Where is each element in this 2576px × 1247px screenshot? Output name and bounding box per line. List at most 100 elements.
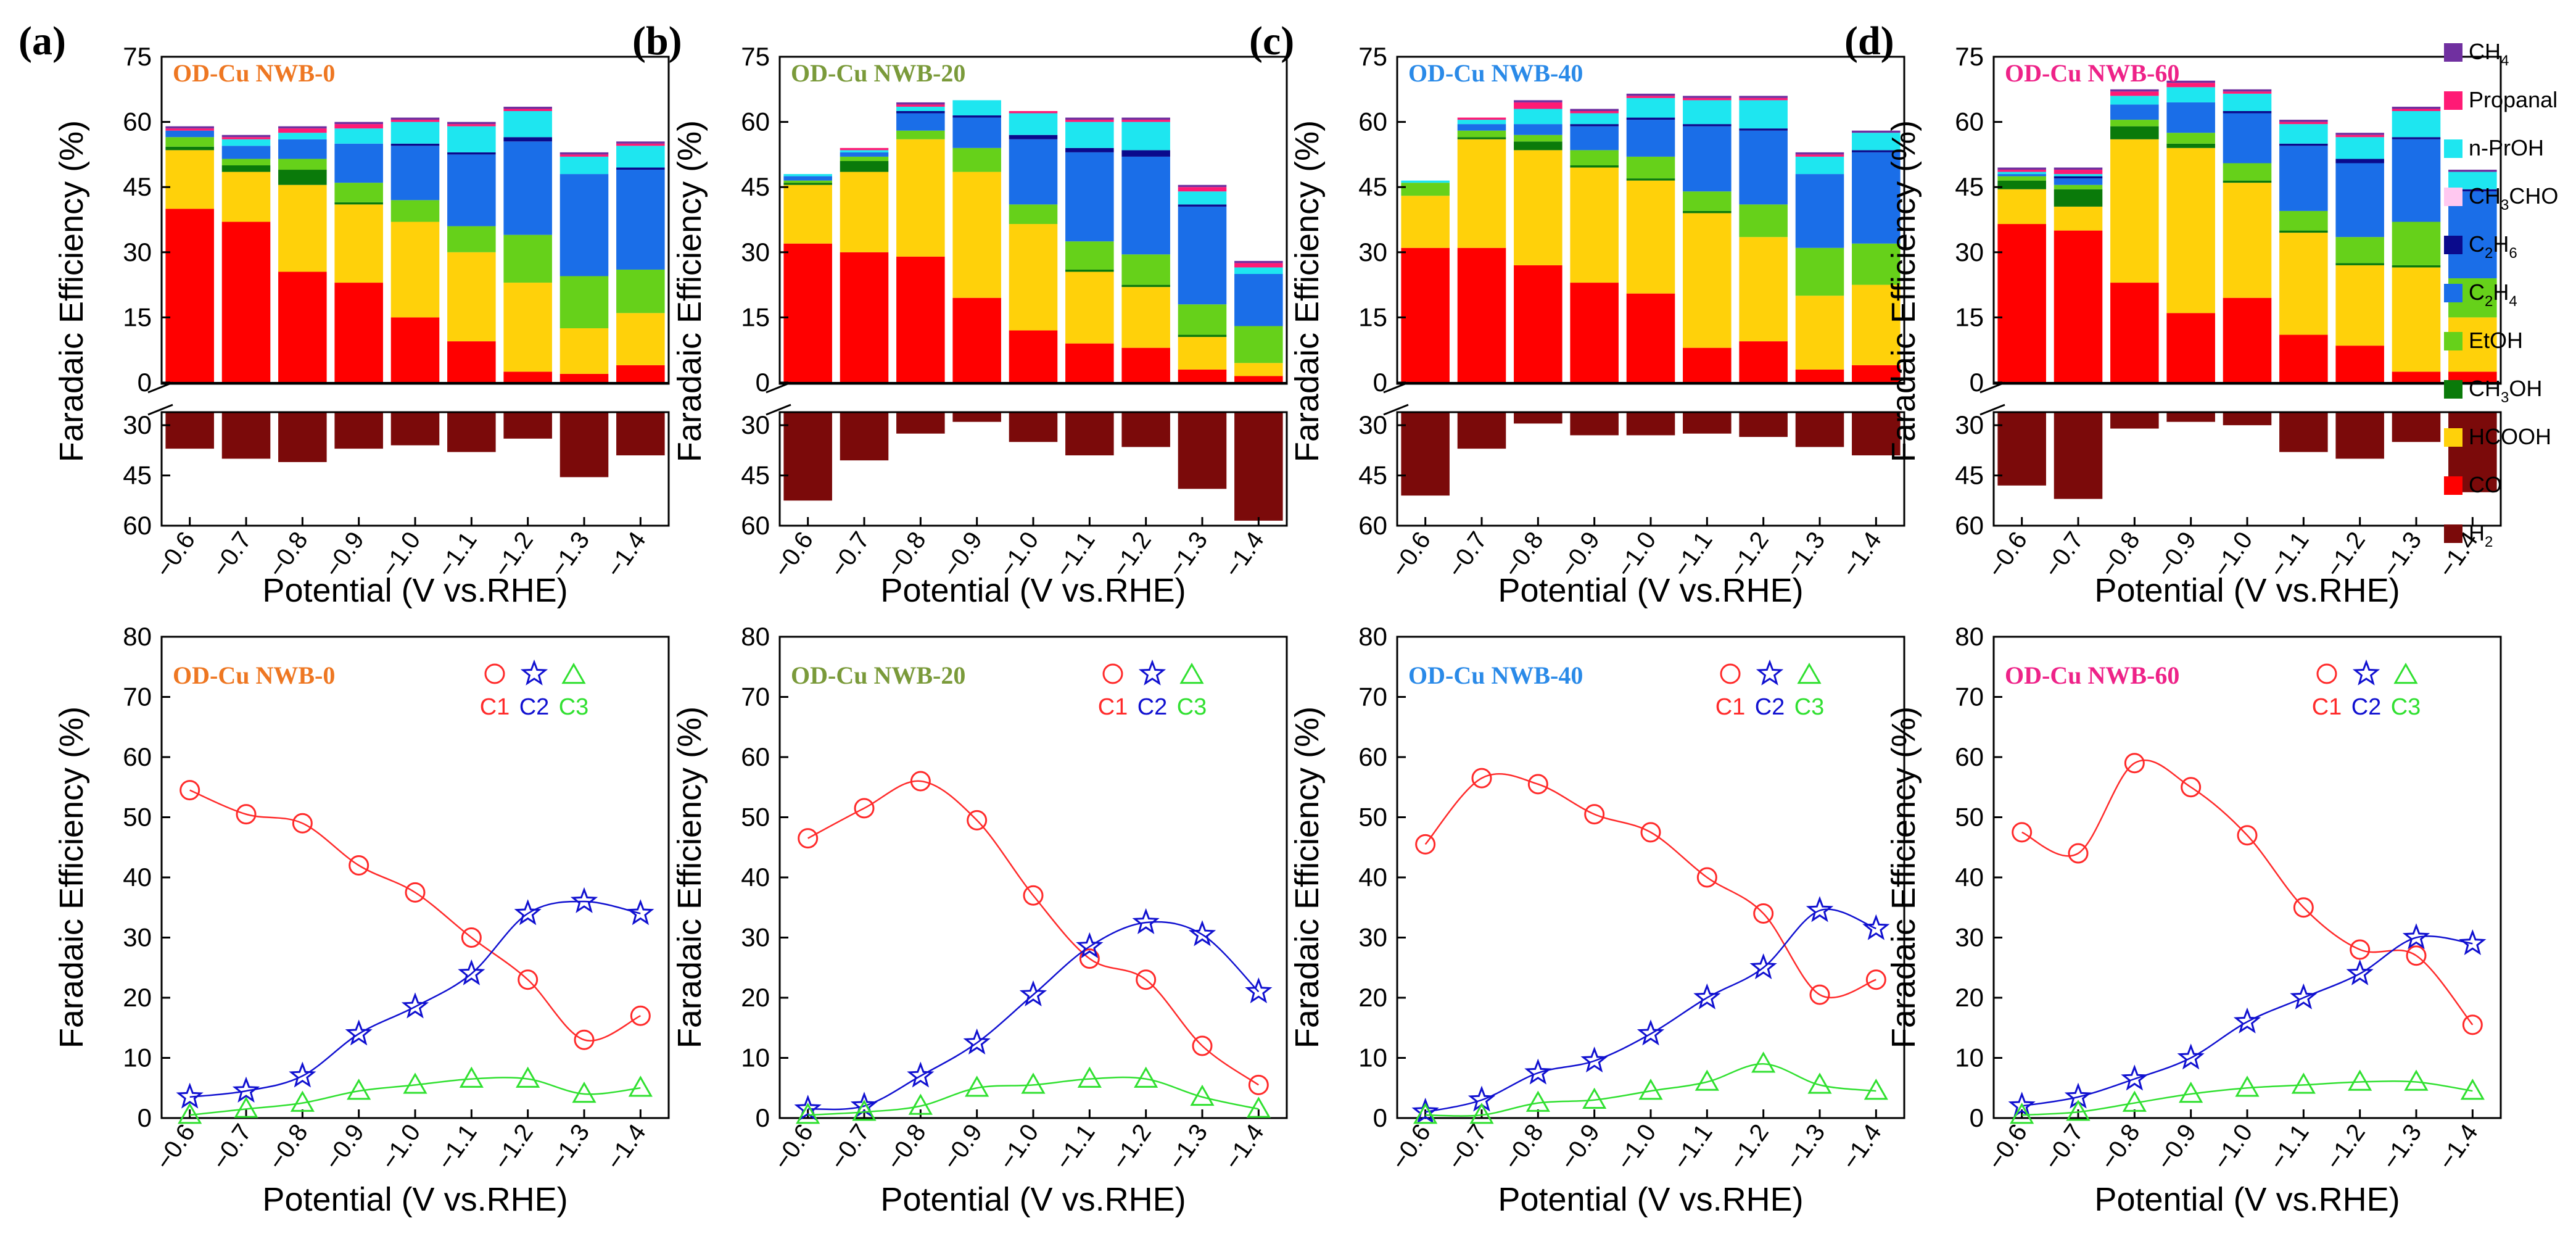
y-tick-label: 75 bbox=[1358, 42, 1387, 71]
data-point-c3 bbox=[908, 1093, 933, 1115]
data-point-c2 bbox=[1749, 953, 1777, 980]
data-point-c2 bbox=[2121, 1064, 2149, 1091]
bar-segment-c2h4 bbox=[1065, 152, 1114, 242]
data-point-c1 bbox=[967, 810, 988, 831]
sample-label: OD-Cu NWB-60 bbox=[2005, 661, 2179, 689]
bar-segment-n-proh bbox=[1626, 97, 1675, 118]
data-point-c3 bbox=[1190, 1084, 1215, 1106]
bar-segment-ch4 bbox=[1739, 96, 1788, 98]
bar-segment-hcooh bbox=[2110, 139, 2159, 283]
y-tick-label: 15 bbox=[123, 302, 152, 331]
bar-segment-n-proh bbox=[503, 111, 552, 138]
y-tick-label: 15 bbox=[1358, 302, 1387, 331]
data-point-c1 bbox=[1471, 768, 1492, 789]
bar-segment-h2 bbox=[1739, 412, 1788, 437]
bar-segment-h2 bbox=[2392, 412, 2441, 442]
bar-segment-propanal bbox=[896, 104, 945, 107]
bar-segment-ch4 bbox=[2279, 120, 2328, 122]
y-tick-label: 30 bbox=[741, 410, 770, 439]
data-point-c3 bbox=[1413, 1103, 1438, 1124]
data-point-c2 bbox=[1132, 908, 1160, 934]
bar-segment-etoh bbox=[559, 276, 609, 328]
bar-segment-c2h4 bbox=[390, 146, 440, 201]
bar-segment-hcooh bbox=[2166, 147, 2215, 313]
bar-segment-etoh bbox=[1997, 176, 2046, 181]
bar-segment-hcooh bbox=[503, 283, 552, 372]
bar-segment-co bbox=[334, 283, 383, 383]
sample-label: OD-Cu NWB-60 bbox=[2005, 59, 2179, 87]
legend-swatch bbox=[2444, 91, 2462, 110]
y-tick-label: 45 bbox=[741, 172, 770, 201]
data-point-c1 bbox=[798, 828, 819, 849]
bar-segment-h2 bbox=[1065, 412, 1114, 455]
data-point-c3 bbox=[1021, 1072, 1046, 1094]
panel-letter: (d) bbox=[1844, 19, 1894, 64]
legend-swatch bbox=[2444, 284, 2462, 302]
sample-label: OD-Cu NWB-20 bbox=[791, 59, 965, 87]
bar-segment-propanal bbox=[1570, 111, 1619, 114]
y-axis-title: Faradaic Efficiency (%) bbox=[53, 120, 90, 462]
bar-segment-c2h6 bbox=[1683, 124, 1732, 126]
y-tick-label: 75 bbox=[1955, 42, 1984, 71]
legend-swatch bbox=[2444, 188, 2462, 206]
data-point-c3 bbox=[178, 1103, 202, 1124]
y-tick-label: 80 bbox=[741, 622, 770, 651]
bar-segment-n-proh bbox=[616, 146, 665, 168]
bar-segment-ch3oh bbox=[783, 183, 832, 185]
bar-segment-c2h6 bbox=[503, 137, 552, 142]
legend-label: CO bbox=[2469, 472, 2502, 497]
y-tick-label: 15 bbox=[741, 302, 770, 331]
bar-segment-ch4 bbox=[559, 152, 609, 155]
legend-swatch bbox=[2444, 428, 2462, 447]
bar-segment-hcooh bbox=[616, 313, 665, 365]
legend-label-c1: C1 bbox=[1715, 694, 1746, 720]
y-axis-title: Faradaic Efficiency (%) bbox=[1885, 706, 1922, 1048]
bar-segment-hcooh bbox=[840, 172, 889, 252]
data-point-c3 bbox=[1077, 1066, 1102, 1088]
bar-segment-h2 bbox=[1570, 412, 1619, 436]
bar-segment-ch4 bbox=[1683, 96, 1732, 98]
y-tick-label: 45 bbox=[1955, 172, 1984, 201]
bar-segment-co bbox=[1997, 224, 2046, 383]
legend-swatch bbox=[2444, 524, 2462, 543]
data-point-c3 bbox=[459, 1066, 484, 1088]
axis-break-mark bbox=[147, 381, 173, 394]
y-tick-label: 20 bbox=[1955, 983, 1984, 1012]
y-tick-label: 50 bbox=[123, 803, 152, 832]
data-point-c1 bbox=[461, 927, 482, 948]
bar-segment-etoh bbox=[2392, 222, 2441, 265]
bar-segment-ch4 bbox=[2223, 89, 2272, 92]
y-tick-label: 50 bbox=[1955, 803, 1984, 832]
y-tick-label: 15 bbox=[1955, 302, 1984, 331]
legend-entry-etoh: EtOH bbox=[2444, 328, 2523, 353]
y-tick-label: 30 bbox=[1358, 923, 1387, 952]
bar-segment-co bbox=[1009, 330, 1058, 383]
bar-segment-co bbox=[1739, 341, 1788, 383]
data-point-c2 bbox=[1693, 983, 1721, 1009]
bar-segment-propanal bbox=[1234, 263, 1283, 268]
bar-segment-n-proh bbox=[1852, 133, 1901, 151]
legend-marker-c2 bbox=[2352, 659, 2380, 686]
bar-segment-c2h6 bbox=[2223, 111, 2272, 114]
bar-segment-co bbox=[1065, 343, 1114, 383]
bar-segment-propanal bbox=[2392, 109, 2441, 111]
axis-break-mark bbox=[766, 381, 791, 394]
data-point-c3 bbox=[852, 1100, 877, 1121]
bar-segment-h2 bbox=[952, 412, 1001, 422]
bar-segment-n-proh bbox=[896, 106, 945, 111]
data-point-c1 bbox=[1696, 867, 1717, 888]
bar-segment-h2 bbox=[334, 412, 383, 449]
bar-segment-n-proh bbox=[2223, 93, 2272, 111]
bar-segment-hcooh bbox=[1457, 139, 1506, 248]
bar-segment-co bbox=[896, 256, 945, 383]
bar-segment-ch3oh bbox=[1997, 180, 2046, 189]
data-point-c2 bbox=[2402, 923, 2430, 950]
data-point-c1 bbox=[1809, 984, 1830, 1005]
axis-break-mark bbox=[147, 404, 173, 416]
y-tick-label: 0 bbox=[138, 368, 152, 397]
bar-segment-hcooh bbox=[1739, 237, 1788, 342]
legend-entry-hcooh: HCOOH bbox=[2444, 424, 2551, 449]
bar-segment-etoh bbox=[896, 130, 945, 139]
